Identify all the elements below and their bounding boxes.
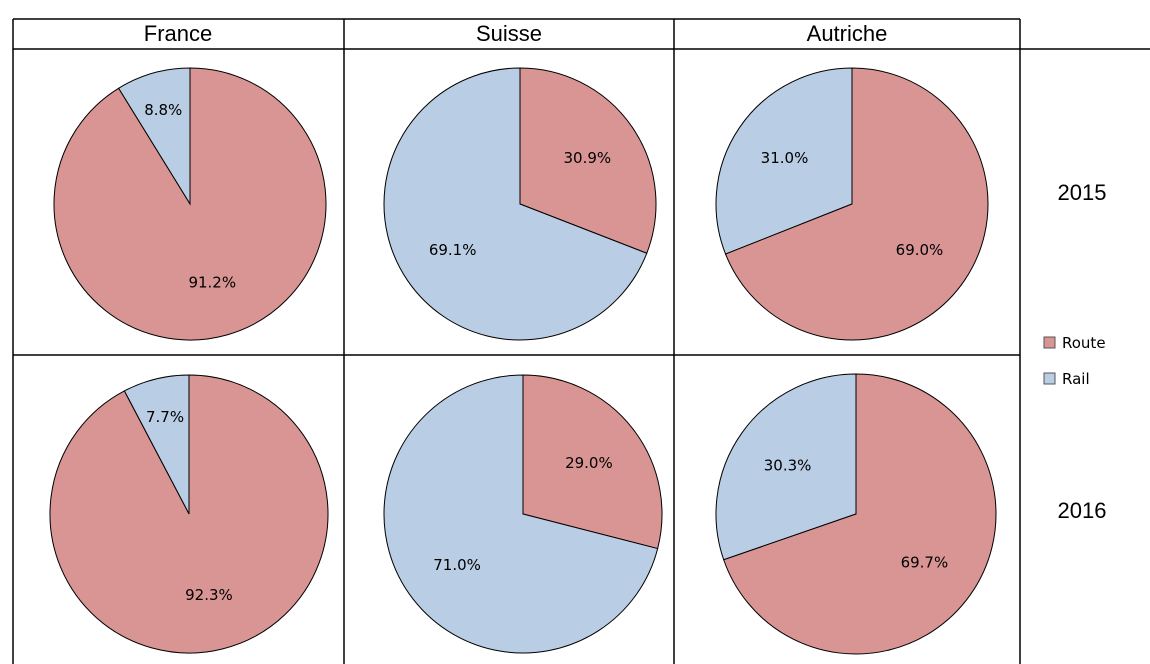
pie-slice-route-suisse-2016: [522, 374, 663, 550]
legend-label-rail: Rail: [1062, 370, 1090, 388]
data-label-route-autriche-2016: 69.7%: [901, 554, 949, 572]
column-header-suisse: Suisse: [476, 21, 542, 46]
data-label-rail-france-2016: 7.7%: [146, 408, 184, 426]
data-label-route-suisse-2015: 30.9%: [564, 149, 612, 167]
pie-slice-rail-suisse-2016: [383, 374, 659, 654]
pie-slice-rail-suisse-2015: [383, 67, 648, 341]
pie-slice-rail-autriche-2016: [715, 373, 857, 561]
table-grid-lines: [12, 18, 1150, 664]
row-label-2015: 2015: [1058, 180, 1107, 205]
row-label-2016: 2016: [1058, 498, 1107, 523]
data-label-route-france-2016: 92.3%: [185, 586, 233, 604]
data-label-rail-autriche-2016: 30.3%: [764, 456, 812, 474]
legend-label-route: Route: [1062, 334, 1106, 352]
data-label-route-suisse-2016: 29.0%: [565, 454, 613, 472]
pies-layer: 8.8% 91.2% 30.9% 69.1% 31.0% 69.0% 7.7% 92.3% 29…: [49, 67, 997, 655]
data-label-route-autriche-2015: 69.0%: [896, 241, 944, 259]
pie-slice-route-france-2015: [53, 67, 327, 341]
data-label-rail-suisse-2015: 69.1%: [429, 241, 477, 259]
data-label-rail-france-2015: 8.8%: [144, 101, 182, 119]
pie-slice-route-autriche-2015: [724, 67, 989, 341]
data-label-route-france-2015: 91.2%: [188, 274, 236, 292]
data-label-rail-autriche-2015: 31.0%: [761, 149, 809, 167]
data-label-rail-suisse-2016: 71.0%: [433, 556, 481, 574]
legend-swatch-route: [1043, 336, 1056, 349]
pie-slice-route-autriche-2016: [723, 373, 997, 655]
pie-slice-route-suisse-2015: [519, 67, 657, 254]
column-header-autriche: Autriche: [807, 21, 888, 46]
pie-slice-rail-autriche-2015: [715, 67, 853, 255]
pie-slice-route-france-2016: [49, 374, 329, 654]
column-header-france: France: [144, 21, 212, 46]
legend: Route Rail: [1043, 334, 1106, 388]
legend-swatch-rail: [1043, 372, 1056, 385]
